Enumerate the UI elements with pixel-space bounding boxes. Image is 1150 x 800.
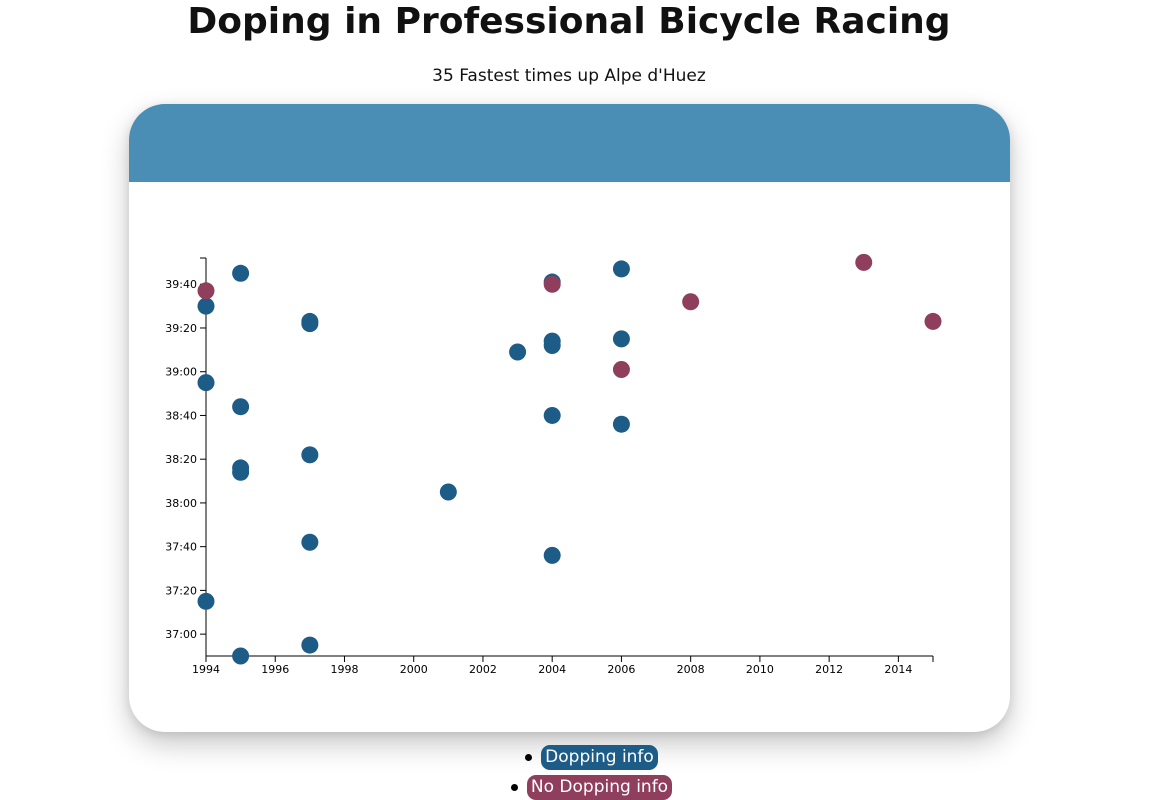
data-point-doping xyxy=(509,343,527,361)
data-point-doping xyxy=(197,592,215,610)
data-point-doping xyxy=(543,546,561,564)
x-tick-label: 2000 xyxy=(400,663,428,676)
x-tick-label: 2002 xyxy=(469,663,497,676)
page-title: Doping in Professional Bicycle Racing xyxy=(187,1,951,42)
x-tick-label: 1994 xyxy=(192,663,220,676)
x-tick-label: 2008 xyxy=(677,663,705,676)
x-tick-label: 2012 xyxy=(815,663,843,676)
y-tick-label: 38:00 xyxy=(165,497,197,510)
data-point-doping xyxy=(232,398,250,416)
x-tick-label: 2014 xyxy=(884,663,912,676)
x-tick-label: 2010 xyxy=(746,663,774,676)
data-point-doping xyxy=(197,297,215,315)
legend-item-no-doping: No Dopping info xyxy=(33,775,1150,800)
data-point-no-doping xyxy=(682,293,700,311)
y-tick-label: 37:20 xyxy=(165,584,197,597)
data-point-no-doping xyxy=(543,275,561,293)
y-tick-label: 37:40 xyxy=(165,541,197,554)
y-tick-label: 37:00 xyxy=(165,628,197,641)
data-point-no-doping xyxy=(612,361,630,379)
data-point-doping xyxy=(612,415,630,433)
data-point-no-doping xyxy=(855,253,873,271)
data-point-doping xyxy=(301,533,319,551)
y-tick-label: 39:00 xyxy=(165,366,197,379)
data-point-doping xyxy=(612,260,630,278)
x-tick-label: 1996 xyxy=(261,663,289,676)
data-point-doping xyxy=(439,483,457,501)
legend-item-doping: Dopping info xyxy=(33,745,1150,775)
data-point-doping xyxy=(232,264,250,282)
data-point-no-doping xyxy=(924,312,942,330)
data-point-doping xyxy=(301,446,319,464)
x-tick-label: 2006 xyxy=(607,663,635,676)
data-point-doping xyxy=(301,636,319,654)
data-point-doping xyxy=(301,312,319,330)
bullet-icon xyxy=(525,754,533,761)
legend-label-no-doping[interactable]: No Dopping info xyxy=(526,775,673,800)
y-tick-label: 39:20 xyxy=(165,322,197,335)
data-point-doping xyxy=(232,459,250,477)
data-point-no-doping xyxy=(197,282,215,300)
scatter-chart: 1994 1996 1998 2000 2002 2004 2006 2008 2010 2012… xyxy=(165,253,942,676)
y-tick-label: 38:40 xyxy=(165,409,197,422)
data-point-doping xyxy=(232,647,250,665)
chart-card: 1994 1996 1998 2000 2002 2004 2006 2008 2010 2012… xyxy=(129,104,1010,732)
data-point-doping xyxy=(612,330,630,348)
x-tick-label: 2004 xyxy=(538,663,566,676)
legend-label-doping[interactable]: Dopping info xyxy=(541,745,658,770)
data-point-doping xyxy=(543,406,561,424)
y-tick-label: 38:20 xyxy=(165,453,197,466)
data-point-doping xyxy=(543,332,561,350)
card-header xyxy=(129,104,1010,182)
y-tick-label: 39:40 xyxy=(165,278,197,291)
x-tick-label: 1998 xyxy=(330,663,358,676)
data-point-doping xyxy=(197,374,215,392)
legend: Dopping info No Dopping info xyxy=(0,745,1150,800)
page-subtitle: 35 Fastest times up Alpe d'Huez xyxy=(432,66,706,86)
bullet-icon xyxy=(510,784,518,791)
